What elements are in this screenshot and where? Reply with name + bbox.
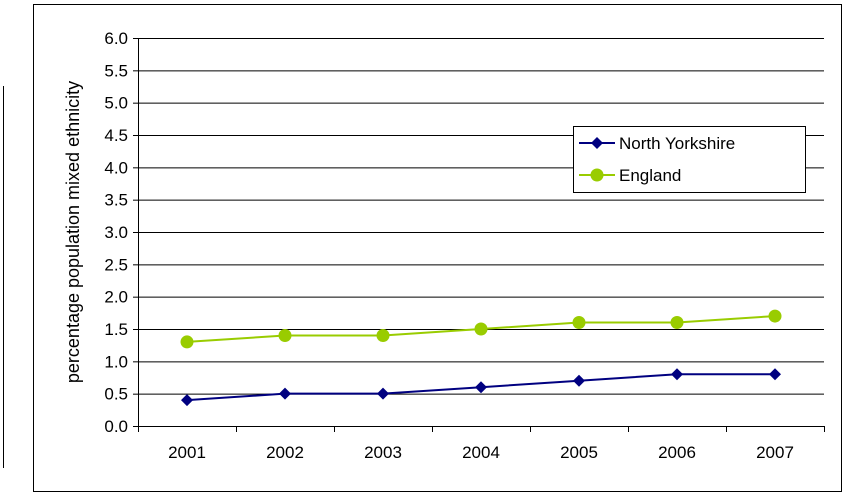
x-tick-label: 2007 (756, 443, 794, 462)
y-tick-label: 4.0 (104, 158, 128, 177)
y-tick-label: 1.0 (104, 352, 128, 371)
y-axis-label: percentage population mixed ethnicity (63, 81, 83, 383)
data-point-circle (768, 309, 782, 323)
y-tick-label: 2.5 (104, 255, 128, 274)
data-point-diamond (181, 394, 193, 407)
y-tick-label: 5.5 (104, 61, 128, 80)
y-tick-label: 3.0 (104, 223, 128, 242)
legend: North Yorkshire England (573, 126, 806, 193)
data-point-circle (670, 316, 684, 330)
data-point-circle (474, 322, 488, 336)
y-tick-label: 0.0 (104, 417, 128, 436)
legend-label: North Yorkshire (619, 134, 735, 153)
y-tick-label: 2.0 (104, 288, 128, 307)
y-tick-label: 6.0 (104, 29, 128, 48)
data-point-circle (180, 335, 194, 349)
x-tick-label: 2004 (462, 443, 500, 462)
data-point-circle (376, 328, 390, 342)
data-point-diamond (279, 387, 291, 400)
legend-marker-circle (590, 168, 604, 182)
data-point-circle (572, 316, 586, 330)
x-tick-label: 2001 (168, 443, 206, 462)
y-tick-label: 5.0 (104, 94, 128, 113)
x-tick-label: 2002 (266, 443, 304, 462)
y-tick-label: 1.5 (104, 320, 128, 339)
x-tick-label: 2006 (658, 443, 696, 462)
data-point-circle (278, 328, 292, 342)
data-point-diamond (475, 381, 487, 394)
legend-box (573, 126, 806, 193)
y-tick-label: 3.5 (104, 191, 128, 210)
legend-label: England (619, 166, 681, 185)
data-point-diamond (671, 368, 683, 381)
legend-marker-diamond (591, 137, 603, 149)
y-tick-label: 0.5 (104, 385, 128, 404)
data-point-diamond (769, 368, 781, 381)
chart-border (33, 4, 842, 492)
x-tick-label: 2005 (560, 443, 598, 462)
plot-area: 0.0 0.5 1.0 1.5 2.0 2.5 3.0 3.5 4.0 4.5 5.0 5.5 6.0 2… (104, 29, 825, 462)
data-point-diamond (573, 374, 585, 387)
x-tick-label: 2003 (364, 443, 402, 462)
y-tick-label: 4.5 (104, 126, 128, 145)
data-point-diamond (377, 387, 389, 400)
